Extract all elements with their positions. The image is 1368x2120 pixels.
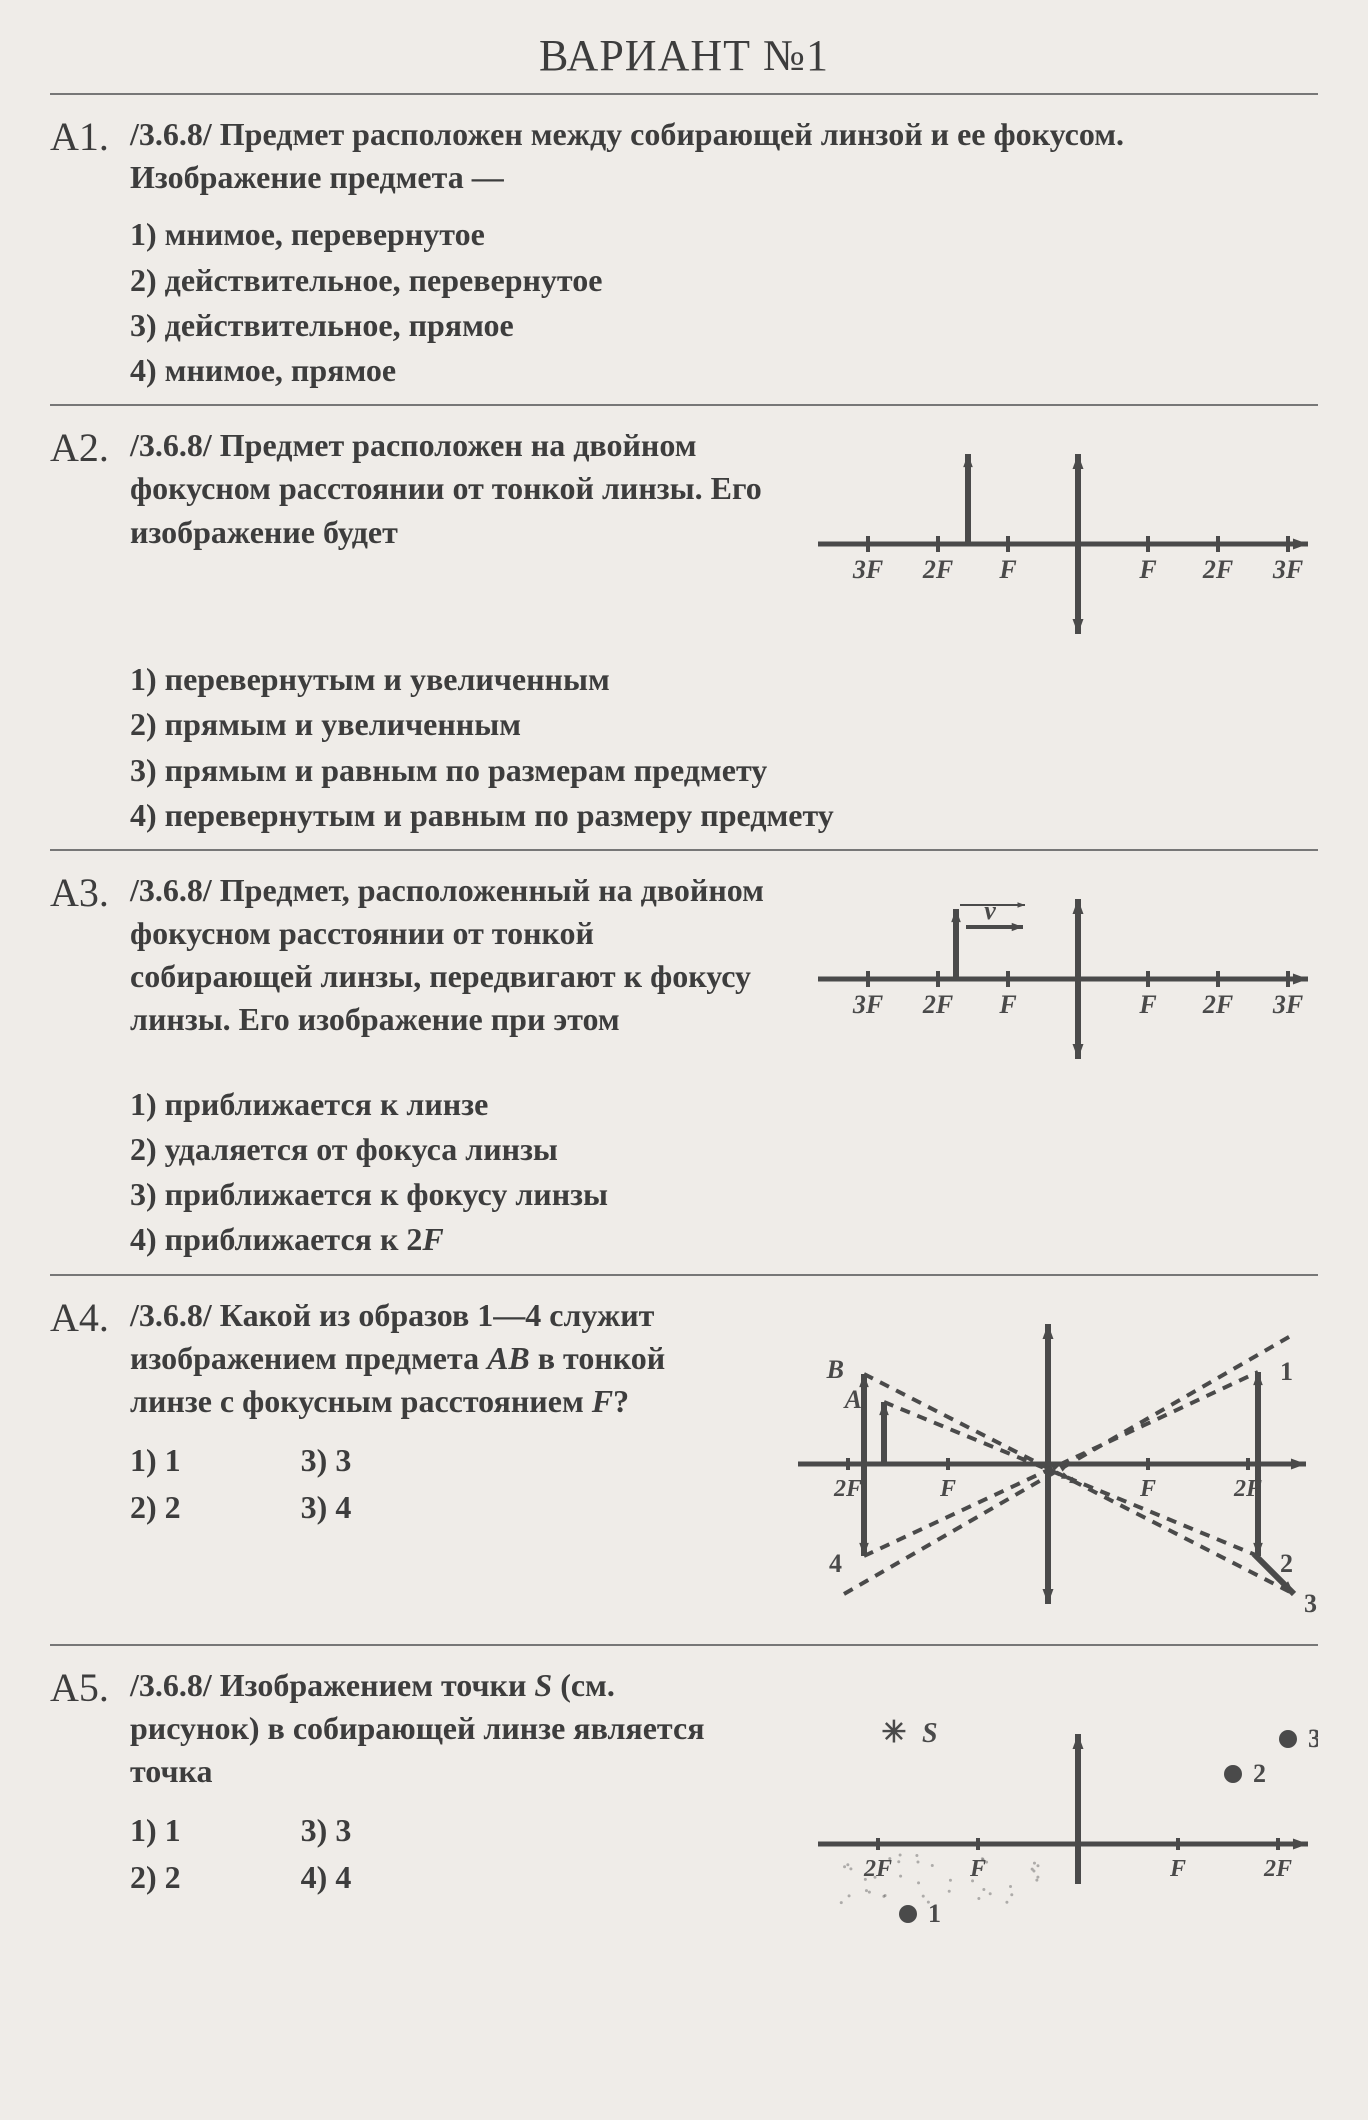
question-body: /3.6.8/ Какой из образов 1—4 служит изоб… bbox=[130, 1294, 1318, 1634]
divider bbox=[50, 1644, 1318, 1646]
svg-text:3F: 3F bbox=[1272, 990, 1303, 1019]
option: 4) мнимое, прямое bbox=[130, 349, 1318, 392]
option: 3) 4 bbox=[301, 1486, 352, 1529]
svg-text:3F: 3F bbox=[852, 990, 883, 1019]
answer-options: 1) перевернутым и увеличенным 2) прямым … bbox=[130, 658, 1318, 837]
option: 1) перевернутым и увеличенным bbox=[130, 658, 1318, 701]
figure-lens-a2: 3F 2F F F 2F 3F bbox=[798, 424, 1318, 644]
svg-text:S: S bbox=[922, 1718, 938, 1749]
question-stem: Предмет расположен на двойном фокусном р… bbox=[130, 427, 762, 549]
answer-options: 1) мнимое, перевернутое 2) действительно… bbox=[130, 213, 1318, 392]
question-number: А1. bbox=[50, 113, 130, 160]
svg-text:2F: 2F bbox=[1202, 990, 1233, 1019]
option: 2) прямым и увеличенным bbox=[130, 703, 1318, 746]
question-a2: А2. /3.6.8/ Предмет расположен на двойно… bbox=[50, 424, 1318, 839]
divider bbox=[50, 404, 1318, 406]
question-number: А4. bbox=[50, 1294, 130, 1341]
question-a3: А3. /3.6.8/ Предмет, расположенный на дв… bbox=[50, 869, 1318, 1264]
question-stem: Предмет, расположенный на двойном фокусн… bbox=[130, 872, 764, 1038]
question-stem: Предмет расположен между собирающей линз… bbox=[130, 116, 1124, 195]
option: 1) приближается к линзе bbox=[130, 1083, 1318, 1126]
svg-text:A: A bbox=[843, 1385, 862, 1414]
page-title: ВАРИАНТ №1 bbox=[50, 30, 1318, 81]
svg-text:F: F bbox=[1138, 555, 1156, 584]
svg-text:2F: 2F bbox=[1202, 555, 1233, 584]
svg-text:F: F bbox=[1139, 1476, 1156, 1502]
svg-text:4: 4 bbox=[829, 1549, 842, 1578]
divider bbox=[50, 1274, 1318, 1276]
answer-options: 1) приближается к линзе 2) удаляется от … bbox=[130, 1083, 1318, 1262]
svg-text:F: F bbox=[998, 555, 1016, 584]
worksheet-page: ВАРИАНТ №1 А1. /3.6.8/ Предмет расположе… bbox=[0, 0, 1368, 2120]
option: 4) перевернутым и равным по размеру пред… bbox=[130, 794, 1318, 837]
option: 2) удаляется от фокуса линзы bbox=[130, 1128, 1318, 1171]
svg-text:3F: 3F bbox=[1272, 555, 1303, 584]
question-number: А5. bbox=[50, 1664, 130, 1711]
figure-lens-a3: 3F 2F F F 2F 3F v bbox=[798, 869, 1318, 1069]
option: 3) 3 bbox=[301, 1439, 352, 1482]
option: 2) действительное, перевернутое bbox=[130, 259, 1318, 302]
divider bbox=[50, 849, 1318, 851]
svg-text:3: 3 bbox=[1304, 1589, 1317, 1618]
question-ref: /3.6.8/ bbox=[130, 872, 212, 908]
question-number: А3. bbox=[50, 869, 130, 916]
answer-options: 1) 1 2) 2 3) 3 3) 4 bbox=[130, 1437, 748, 1531]
figure-lens-a4: 2FFF2FAB1234 bbox=[778, 1294, 1318, 1634]
question-body: /3.6.8/ Предмет, расположенный на двойно… bbox=[130, 869, 1318, 1264]
question-body: /3.6.8/ Предмет расположен между собираю… bbox=[130, 113, 1318, 394]
svg-text:2F: 2F bbox=[922, 555, 953, 584]
svg-text:3: 3 bbox=[1308, 1724, 1318, 1753]
question-body: /3.6.8/ Предмет расположен на двойном фо… bbox=[130, 424, 1318, 839]
question-a4: А4. /3.6.8/ Какой из образов 1—4 служит … bbox=[50, 1294, 1318, 1634]
option: 3) действительное, прямое bbox=[130, 304, 1318, 347]
question-number: А2. bbox=[50, 424, 130, 471]
option: 1) 1 bbox=[130, 1439, 181, 1482]
option: 3) приближается к фокусу линзы bbox=[130, 1173, 1318, 1216]
answer-options: 1) 1 2) 2 3) 3 4) 4 bbox=[130, 1807, 748, 1901]
svg-text:B: B bbox=[826, 1355, 844, 1384]
svg-text:2: 2 bbox=[1253, 1759, 1266, 1788]
svg-text:F: F bbox=[998, 990, 1016, 1019]
option: 3) прямым и равным по размерам предмету bbox=[130, 749, 1318, 792]
option: 3) 3 bbox=[301, 1809, 352, 1852]
svg-text:1: 1 bbox=[928, 1899, 941, 1924]
svg-text:2: 2 bbox=[1280, 1549, 1293, 1578]
question-ref: /3.6.8/ bbox=[130, 1667, 212, 1703]
question-ref: /3.6.8/ bbox=[130, 116, 212, 152]
svg-text:2F: 2F bbox=[863, 1856, 892, 1882]
svg-text:2F: 2F bbox=[1263, 1856, 1292, 1882]
question-body: /3.6.8/ Изображением точки S (см. рисуно… bbox=[130, 1664, 1318, 1924]
svg-text:1: 1 bbox=[1280, 1357, 1293, 1386]
option: 1) мнимое, перевернутое bbox=[130, 213, 1318, 256]
svg-text:2F: 2F bbox=[833, 1476, 862, 1502]
svg-text:F: F bbox=[939, 1476, 956, 1502]
option: 1) 1 bbox=[130, 1809, 181, 1852]
option: 4) 4 bbox=[301, 1856, 352, 1899]
question-ref: /3.6.8/ bbox=[130, 427, 212, 463]
svg-text:F: F bbox=[1138, 990, 1156, 1019]
option: 2) 2 bbox=[130, 1486, 181, 1529]
option: 4) приближается к 2F bbox=[130, 1218, 1318, 1261]
svg-text:v: v bbox=[984, 896, 996, 925]
svg-text:✳: ✳ bbox=[881, 1716, 906, 1749]
svg-text:F: F bbox=[1169, 1856, 1186, 1882]
divider bbox=[50, 93, 1318, 95]
figure-lens-a5: 2FFF2F✳S123 bbox=[778, 1664, 1318, 1924]
svg-text:2F: 2F bbox=[922, 990, 953, 1019]
question-ref: /3.6.8/ bbox=[130, 1297, 212, 1333]
option: 2) 2 bbox=[130, 1856, 181, 1899]
svg-text:3F: 3F bbox=[852, 555, 883, 584]
question-a5: А5. /3.6.8/ Изображением точки S (см. ри… bbox=[50, 1664, 1318, 1924]
question-a1: А1. /3.6.8/ Предмет расположен между соб… bbox=[50, 113, 1318, 394]
